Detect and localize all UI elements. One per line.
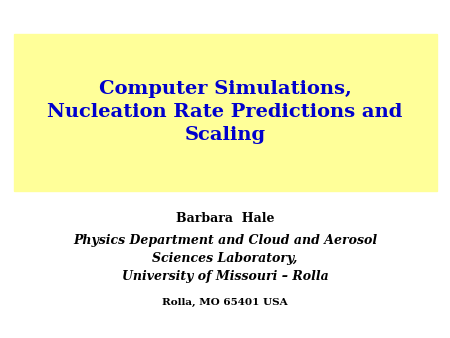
FancyBboxPatch shape (14, 34, 436, 191)
Text: Computer Simulations,
Nucleation Rate Predictions and
Scaling: Computer Simulations, Nucleation Rate Pr… (47, 80, 403, 144)
Text: Rolla, MO 65401 USA: Rolla, MO 65401 USA (162, 298, 288, 307)
Text: Physics Department and Cloud and Aerosol
Sciences Laboratory,
University of Miss: Physics Department and Cloud and Aerosol… (73, 234, 377, 283)
Text: Barbara  Hale: Barbara Hale (176, 212, 274, 224)
